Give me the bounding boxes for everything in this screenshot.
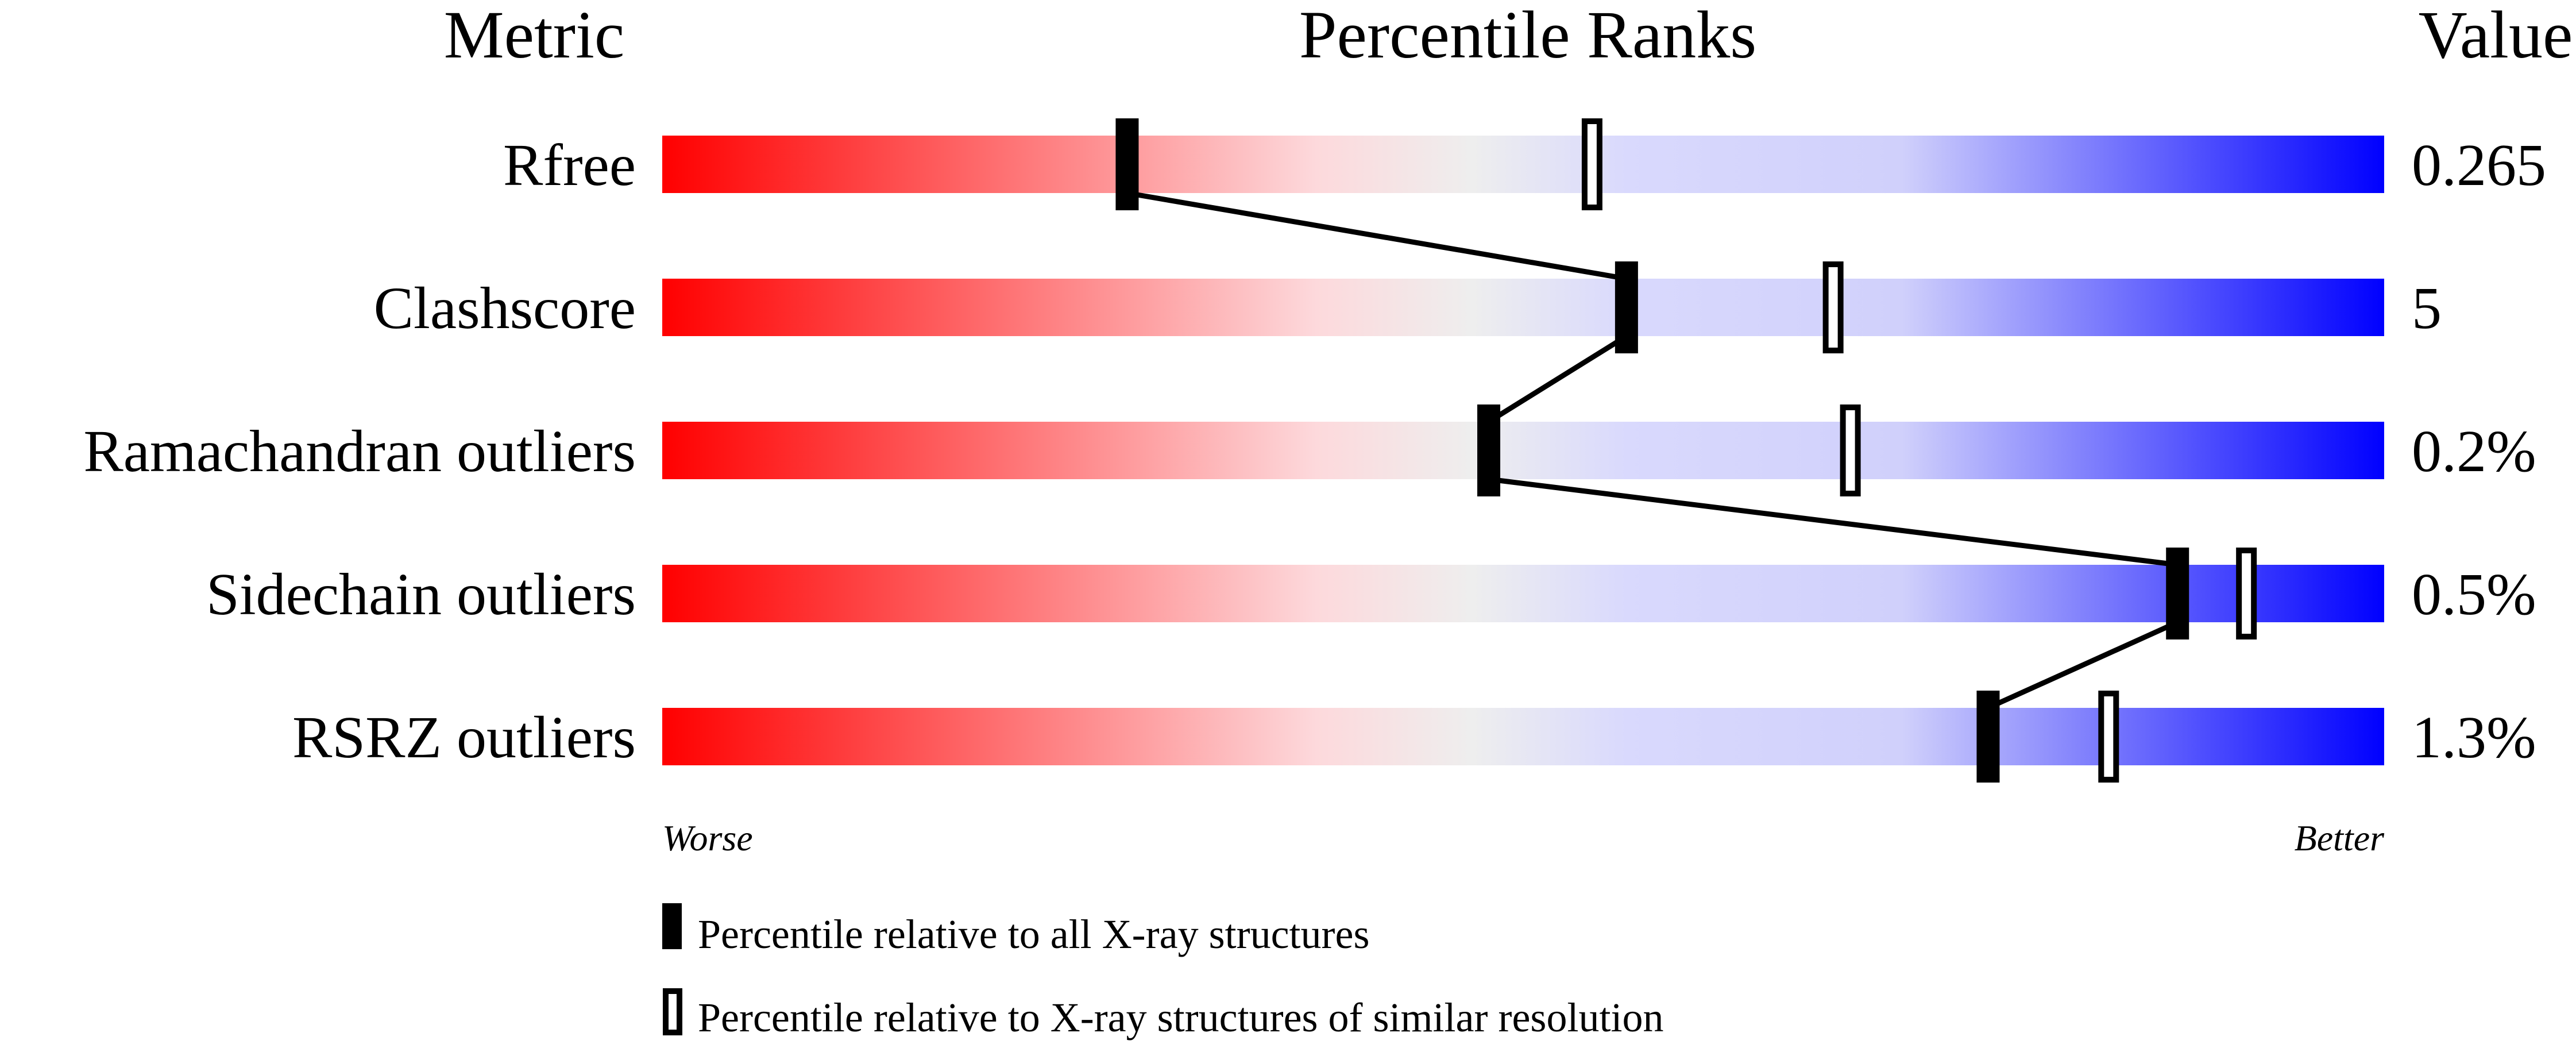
marker-similar-resolution <box>2098 691 2119 783</box>
legend-filled-marker <box>662 903 682 949</box>
legend-open-marker <box>663 988 682 1035</box>
connector-line <box>1488 476 2178 568</box>
percentile-bar <box>662 708 2384 765</box>
connector-line <box>1987 619 2179 711</box>
metric-label: Sidechain outliers <box>206 561 636 627</box>
marker-similar-resolution <box>1840 404 1861 496</box>
marker-all-structures <box>1477 404 1501 496</box>
marker-all-structures <box>1976 691 2000 783</box>
percentile-bar <box>662 279 2384 336</box>
connector-line <box>1487 334 1628 424</box>
marker-all-structures <box>2166 548 2189 639</box>
marker-all-structures <box>1615 261 1638 353</box>
metric-value: 5 <box>2412 275 2442 341</box>
metric-label: Rfree <box>503 132 636 198</box>
header-value: Value <box>2419 0 2573 72</box>
legend-label-similar: Percentile relative to X-ray structures … <box>698 995 1663 1041</box>
marker-similar-resolution <box>2236 548 2257 639</box>
metric-label: Clashscore <box>374 275 636 341</box>
metric-value: 0.5% <box>2412 561 2536 627</box>
header-percentile-ranks: Percentile Ranks <box>1299 0 1756 72</box>
percentile-bar <box>662 136 2384 193</box>
metric-label: RSRZ outliers <box>292 704 636 770</box>
metric-value: 0.2% <box>2412 418 2536 484</box>
metric-label: Ramachandran outliers <box>83 418 636 484</box>
connector-line <box>1126 190 1627 282</box>
header-metric: Metric <box>444 0 625 72</box>
marker-all-structures <box>1115 118 1139 210</box>
axis-label-worse: Worse <box>662 818 753 858</box>
legend-label-all: Percentile relative to all X-ray structu… <box>698 911 1370 957</box>
percentile-bar <box>662 565 2384 622</box>
marker-similar-resolution <box>1822 261 1844 353</box>
percentile-bar <box>662 422 2384 479</box>
metric-value: 0.265 <box>2412 132 2546 198</box>
marker-similar-resolution <box>1581 118 1602 210</box>
metric-value: 1.3% <box>2412 704 2536 770</box>
axis-label-better: Better <box>2295 818 2385 858</box>
